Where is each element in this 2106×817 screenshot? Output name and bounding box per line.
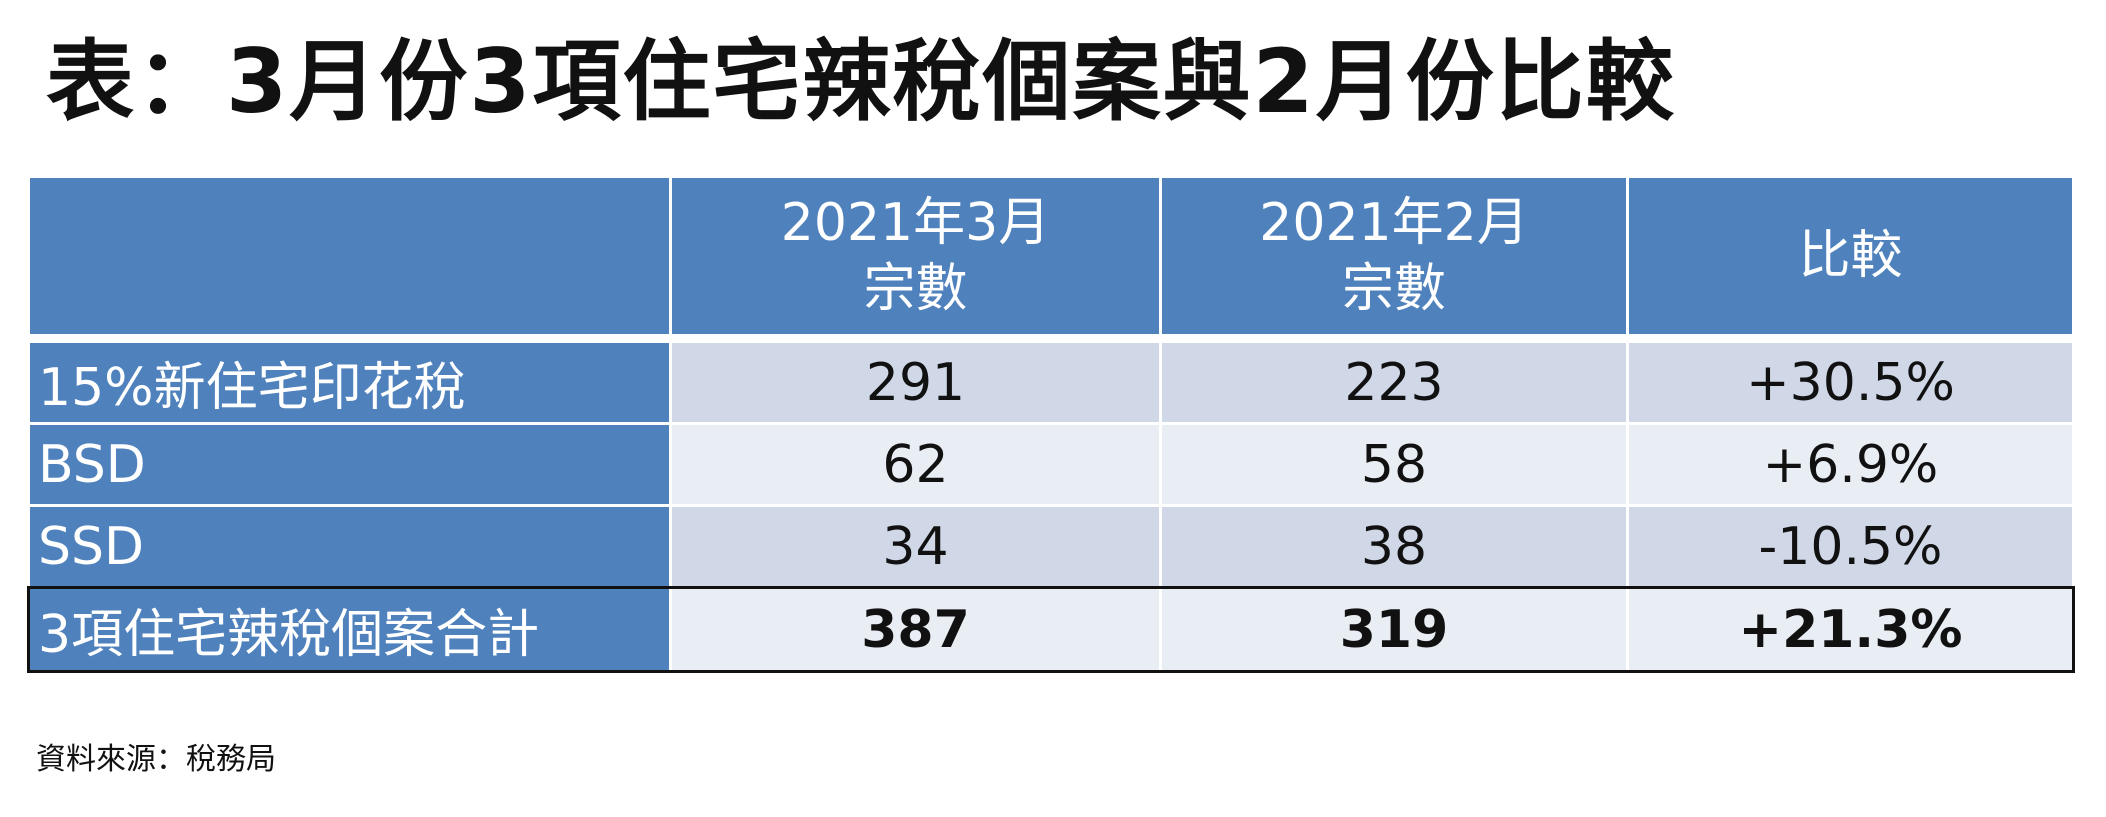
- total-label: 3項住宅辣稅個案合計: [30, 589, 672, 670]
- total-change-value: +21.3%: [1629, 589, 2072, 670]
- row-change-value: -10.5%: [1629, 507, 2072, 589]
- row-march-value: 291: [672, 343, 1162, 425]
- header-cell-february: 2021年2月 宗數: [1162, 178, 1629, 343]
- row-label: 15%新住宅印花稅: [30, 343, 672, 425]
- header-cell-march: 2021年3月 宗數: [672, 178, 1162, 343]
- header-february-line2: 宗數: [1341, 259, 1446, 319]
- row-february-value: 58: [1162, 425, 1629, 507]
- row-change-value: +6.9%: [1629, 425, 2072, 507]
- row-february-value: 223: [1162, 343, 1629, 425]
- row-march-value: 34: [672, 507, 1162, 589]
- header-comparison-label: 比較: [1798, 226, 1903, 286]
- total-march-value: 387: [672, 589, 1162, 670]
- header-february-line1: 2021年2月: [1259, 193, 1529, 253]
- total-february-value: 319: [1162, 589, 1629, 670]
- source-note: 資料來源：稅務局: [36, 742, 276, 777]
- header-cell-comparison: 比較: [1629, 178, 2072, 343]
- comparison-table: 2021年3月 宗數 2021年2月 宗數 比較 15%新住宅印花稅 291 2…: [27, 178, 2075, 673]
- header-march-line1: 2021年3月: [780, 193, 1051, 253]
- table-row: BSD 62 58 +6.9%: [30, 425, 2072, 507]
- header-march-line2: 宗數: [863, 259, 968, 319]
- header-cell-empty: [30, 178, 672, 343]
- table-total-row: 3項住宅辣稅個案合計 387 319 +21.3%: [27, 586, 2075, 673]
- table-row: 15%新住宅印花稅 291 223 +30.5%: [30, 343, 2072, 425]
- table-row: SSD 34 38 -10.5%: [30, 507, 2072, 589]
- row-label: BSD: [30, 425, 672, 507]
- row-change-value: +30.5%: [1629, 343, 2072, 425]
- page-title: 表：3月份3項住宅辣稅個案與2月份比較: [46, 30, 1676, 133]
- table-header-row: 2021年3月 宗數 2021年2月 宗數 比較: [30, 178, 2072, 343]
- row-march-value: 62: [672, 425, 1162, 507]
- row-february-value: 38: [1162, 507, 1629, 589]
- row-label: SSD: [30, 507, 672, 589]
